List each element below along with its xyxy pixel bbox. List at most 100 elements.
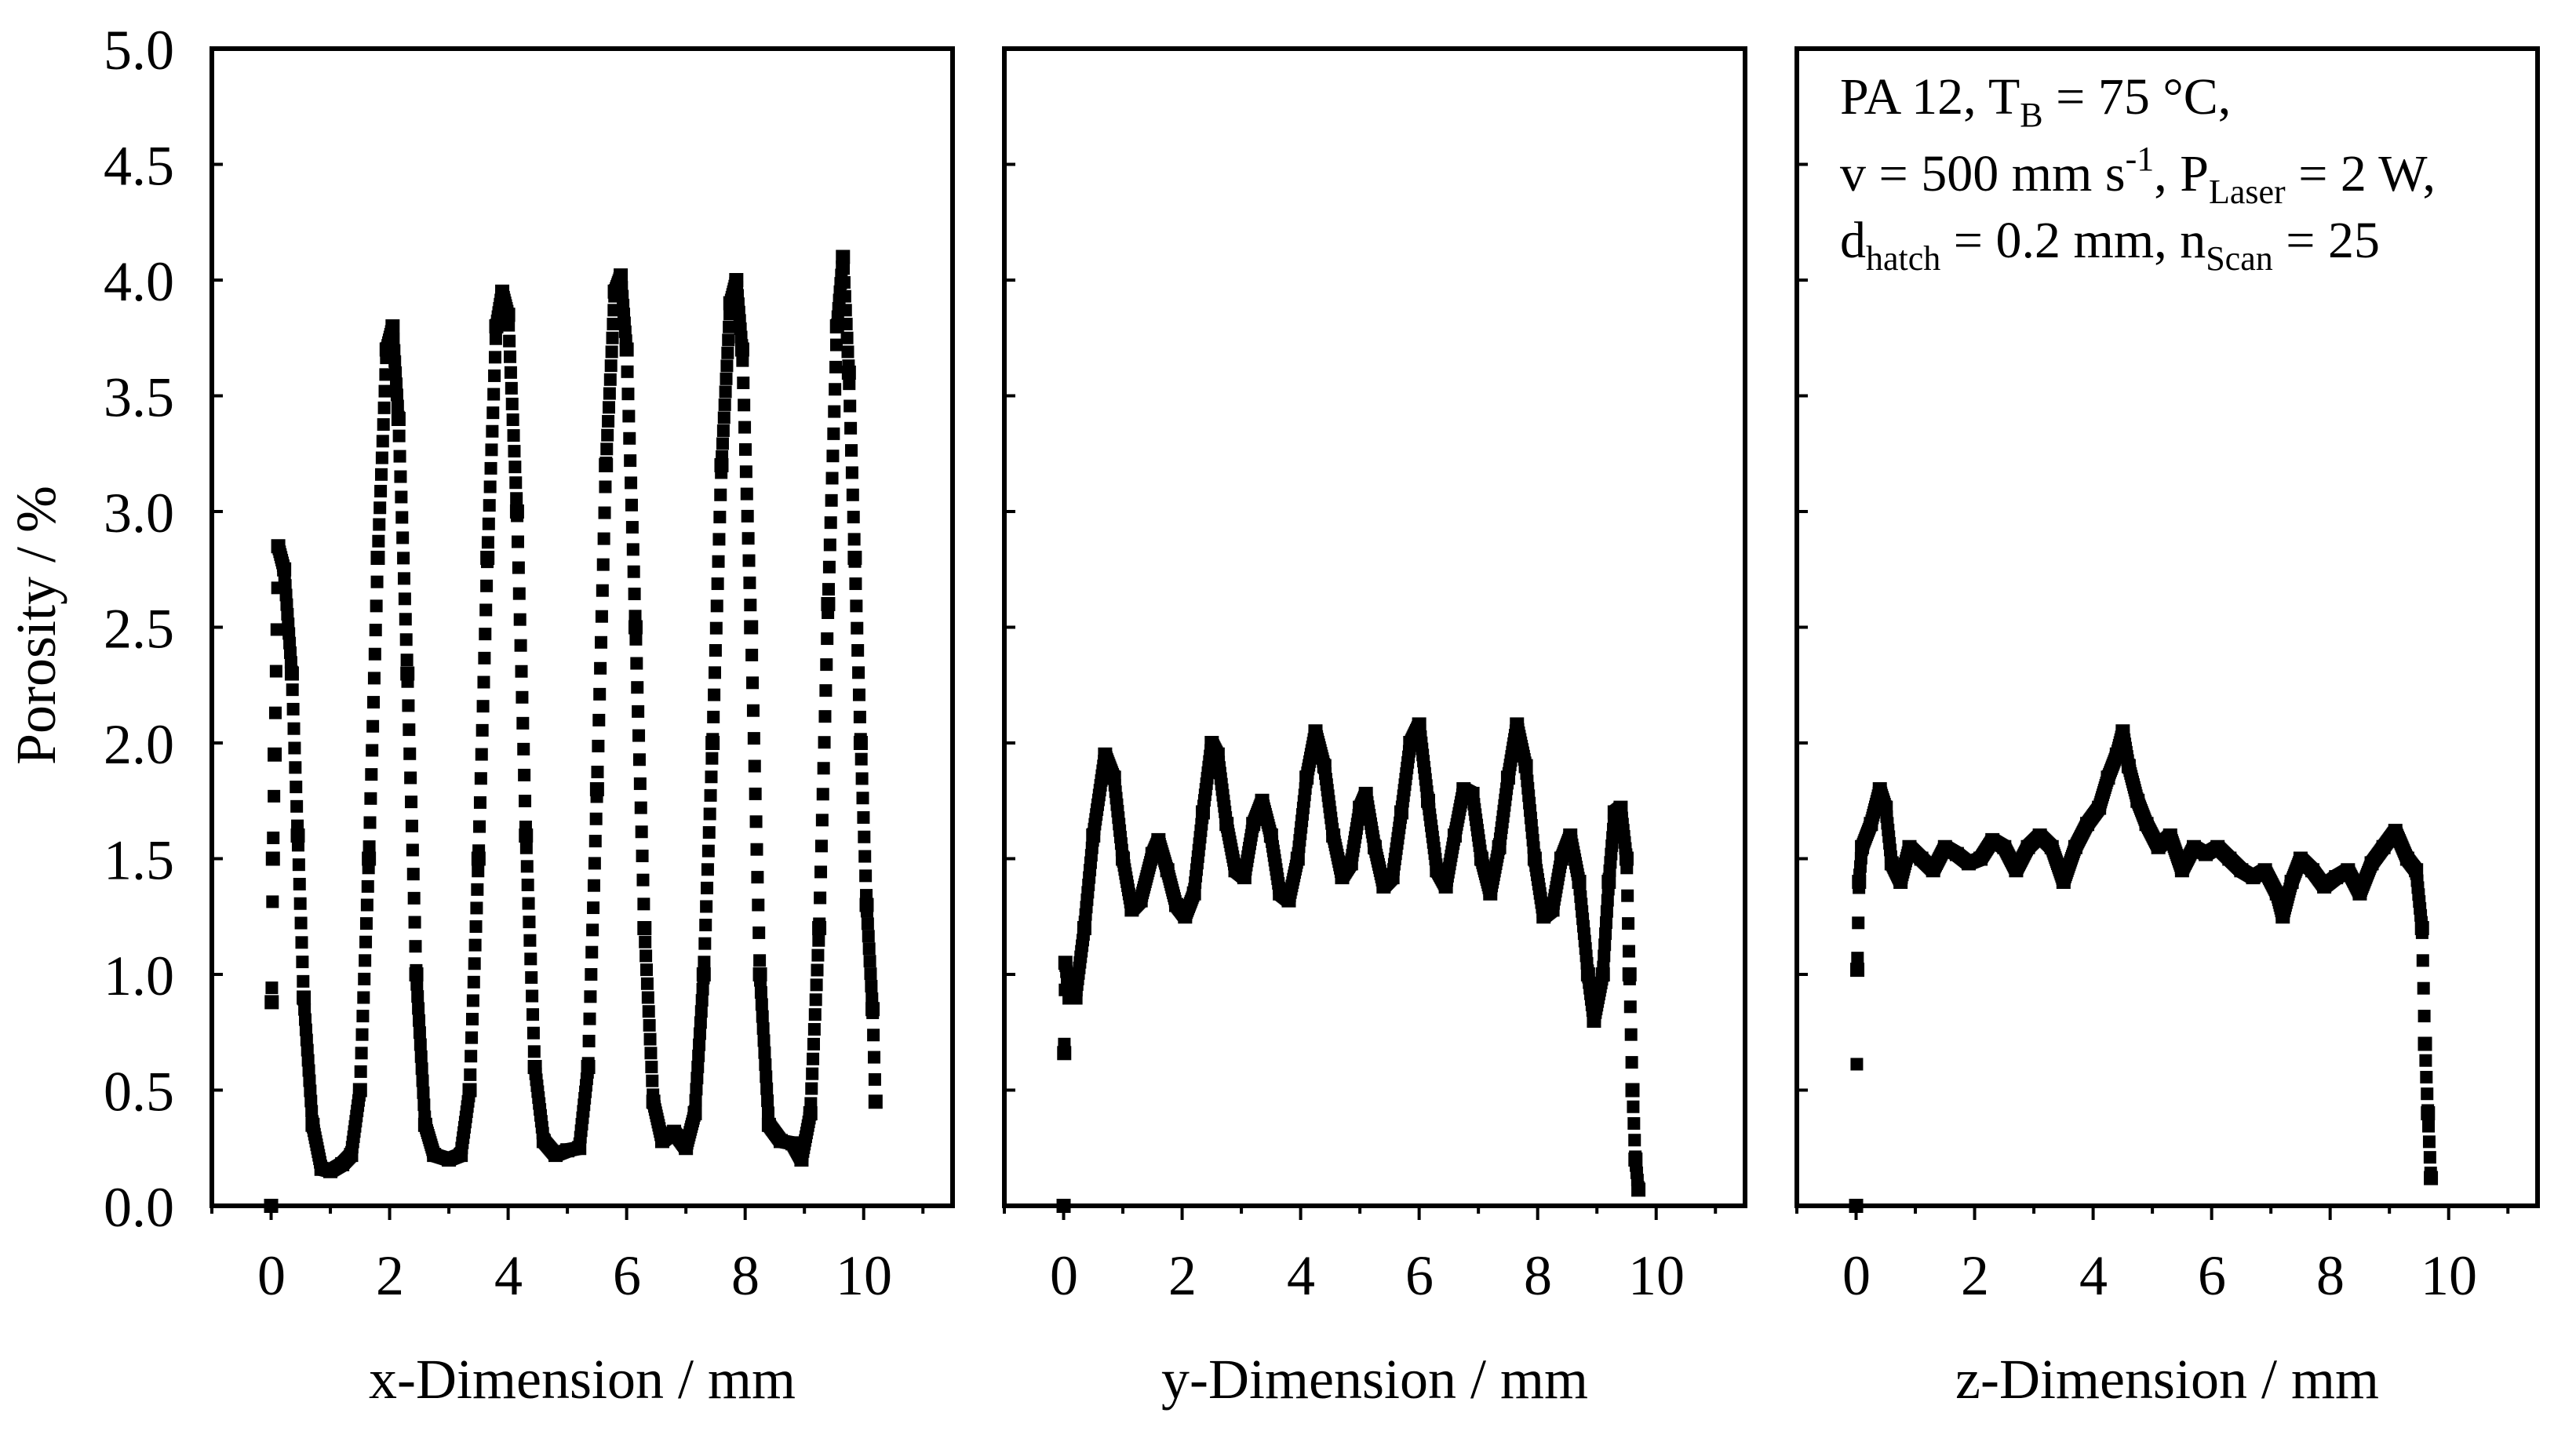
data-point xyxy=(639,935,652,949)
data-point xyxy=(1599,927,1612,941)
data-point xyxy=(1850,963,1865,978)
data-point xyxy=(621,388,635,401)
data-point xyxy=(480,579,494,592)
data-point xyxy=(355,1047,368,1060)
data-point xyxy=(417,1098,431,1112)
data-point xyxy=(302,1064,315,1077)
x-tick-label: 2 xyxy=(1168,1244,1197,1307)
data-point xyxy=(387,333,400,346)
data-point xyxy=(288,741,301,755)
data-point xyxy=(1601,883,1615,896)
data-point xyxy=(304,1094,318,1108)
data-point xyxy=(840,318,853,331)
data-point xyxy=(606,331,619,344)
data-point xyxy=(362,861,375,875)
data-point xyxy=(486,406,500,420)
data-point xyxy=(392,410,405,424)
data-point xyxy=(1628,1134,1641,1147)
data-point xyxy=(298,1003,312,1016)
data-point xyxy=(596,558,610,571)
data-point xyxy=(401,675,414,688)
data-point xyxy=(594,661,607,675)
annotation-subscript: hatch xyxy=(1866,239,1940,278)
data-point xyxy=(360,898,373,912)
data-point xyxy=(591,765,604,778)
data-point xyxy=(628,620,643,635)
data-point xyxy=(388,344,401,357)
data-point xyxy=(690,1072,704,1085)
data-point xyxy=(592,713,606,726)
data-point xyxy=(701,881,714,894)
data-point xyxy=(477,675,490,689)
data-point xyxy=(586,923,599,937)
data-point xyxy=(599,480,612,493)
x-tick-label: 6 xyxy=(1405,1244,1434,1307)
data-point xyxy=(584,990,597,1003)
data-point xyxy=(363,816,377,829)
data-point xyxy=(640,977,654,990)
data-point xyxy=(698,956,711,969)
y-axis-title: Porosity / % xyxy=(5,486,67,765)
data-point xyxy=(291,839,304,852)
data-point xyxy=(868,1050,881,1064)
data-point xyxy=(2420,1070,2433,1083)
data-point xyxy=(646,1074,659,1087)
data-point xyxy=(406,843,419,857)
data-point xyxy=(2424,1166,2437,1179)
data-point xyxy=(741,509,754,523)
data-point xyxy=(632,705,645,718)
data-point xyxy=(754,986,767,1000)
data-point xyxy=(399,633,413,646)
annotation-text: = 0.2 mm, n xyxy=(1940,212,2206,269)
data-point xyxy=(738,421,752,434)
data-point xyxy=(386,322,399,335)
data-point xyxy=(376,435,389,448)
data-point xyxy=(848,555,862,568)
data-point xyxy=(753,954,767,967)
data-point xyxy=(701,863,714,876)
data-point xyxy=(285,665,298,679)
x-tick-label: 6 xyxy=(613,1244,641,1307)
data-point xyxy=(822,560,836,573)
data-point xyxy=(291,819,304,832)
data-point xyxy=(811,949,825,962)
data-point xyxy=(625,498,638,512)
data-point xyxy=(269,665,282,678)
data-point xyxy=(264,995,279,1010)
data-point xyxy=(711,577,724,591)
data-point xyxy=(397,552,410,565)
data-point xyxy=(356,1010,370,1023)
data-point xyxy=(818,736,831,749)
data-point xyxy=(858,850,872,863)
x-tick-label: 2 xyxy=(1961,1244,1989,1307)
data-point xyxy=(519,841,533,854)
data-point xyxy=(1598,949,1611,963)
data-point xyxy=(694,1016,707,1029)
data-point xyxy=(623,431,636,445)
data-point xyxy=(479,628,492,641)
data-point xyxy=(278,569,291,582)
data-series xyxy=(1849,724,2439,1213)
x-tick-label: 8 xyxy=(731,1244,760,1307)
data-point xyxy=(1627,1116,1641,1130)
data-point xyxy=(2422,1120,2436,1133)
x-tick-label: 0 xyxy=(257,1244,286,1307)
data-point xyxy=(625,476,638,490)
data-point xyxy=(388,355,402,368)
data-point xyxy=(520,860,534,873)
data-point xyxy=(373,501,387,515)
data-point xyxy=(707,710,720,723)
data-point xyxy=(1624,1028,1638,1041)
data-point xyxy=(465,1013,479,1026)
data-point xyxy=(526,1026,540,1040)
data-point xyxy=(525,970,538,984)
data-point xyxy=(1597,960,1610,974)
data-point xyxy=(752,926,766,939)
data-point xyxy=(810,978,823,992)
data-point xyxy=(761,1094,774,1108)
data-point xyxy=(841,345,854,359)
data-point xyxy=(304,1084,317,1098)
data-point xyxy=(852,688,865,701)
data-point xyxy=(305,1105,319,1118)
data-point xyxy=(854,733,867,746)
